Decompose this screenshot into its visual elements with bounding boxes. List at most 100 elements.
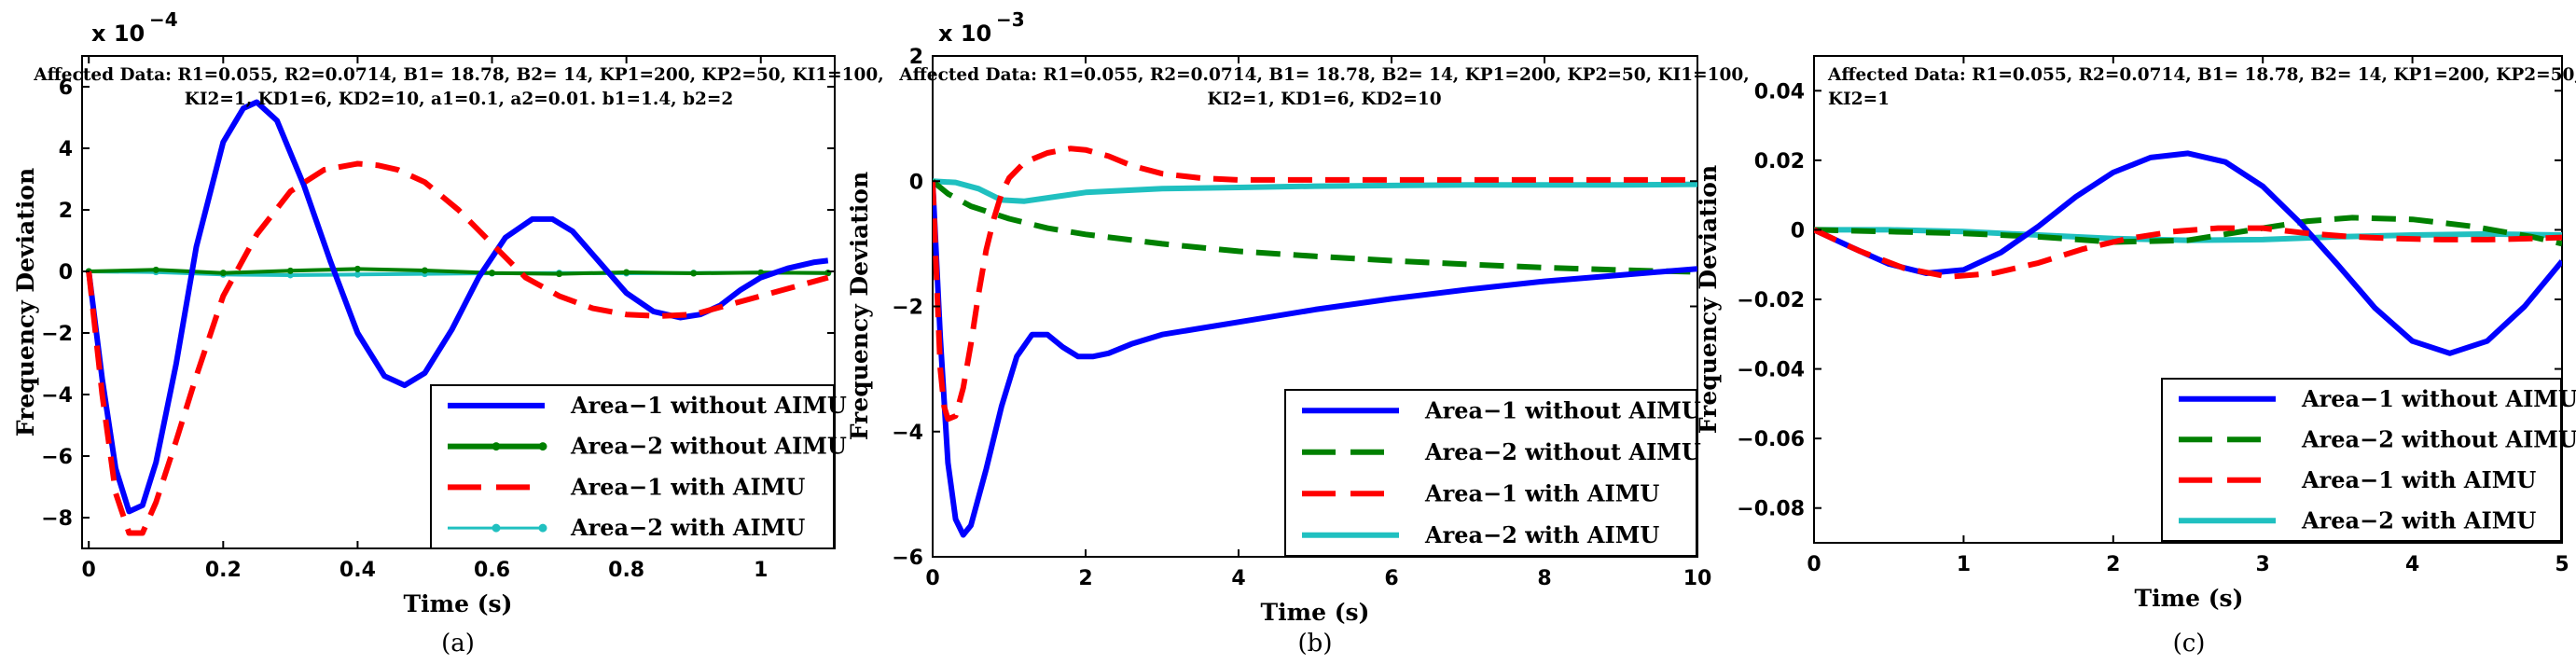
- y-tick-label: −0.06: [1737, 428, 1805, 451]
- x-tick-label: 6: [1384, 567, 1398, 590]
- caption-a: (a): [441, 630, 475, 658]
- x-tick-label: 5: [2555, 553, 2569, 576]
- chart-panel-b: 0 2 4 6 8 10 −6 −4 −2 0 2 x 10 −3 Affected Data: R…: [846, 8, 1750, 658]
- series-marker-2: [421, 267, 428, 274]
- legend-box-b: [1284, 389, 1697, 557]
- y-scale-exponent-b: −3: [996, 8, 1025, 31]
- x-tick-label: 3: [2256, 553, 2270, 576]
- legend-box-a: [430, 384, 835, 549]
- legend-label-4: Area−2 with AIMU: [2301, 506, 2536, 533]
- series-line-4: [933, 178, 1697, 204]
- y-tick-label: 2: [909, 46, 923, 69]
- x-tick-label: 0.8: [608, 559, 644, 582]
- legend-label-3: Area−1 with AIMU: [1424, 479, 1659, 506]
- legend-label-4: Area−2 with AIMU: [570, 514, 805, 541]
- legend-marker-end-2: [538, 442, 547, 451]
- annotation-line-1-b: Affected Data: R1=0.055, R2=0.0714, B1= …: [898, 65, 1749, 85]
- legend-a: Area−1 without AIMU Area−2 without AIMU Ar…: [430, 384, 847, 549]
- y-tick-label: 0.02: [1754, 150, 1805, 173]
- y-tick-label: 0: [59, 261, 73, 284]
- series-line-2: [933, 178, 1697, 275]
- series-marker-2: [623, 269, 630, 276]
- x-tick-label: 0: [82, 559, 96, 582]
- x-axis-label-b: Time (s): [1261, 599, 1370, 626]
- series-line-3: [86, 160, 829, 536]
- y-axis-label-b: Frequency Deviation: [846, 172, 873, 440]
- annotation-line-2-b: KI2=1, KD1=6, KD2=10: [1207, 90, 1441, 109]
- series-line-2: [89, 267, 828, 276]
- series-marker-2: [152, 266, 159, 273]
- y-tick-label: 0: [909, 171, 923, 194]
- x-tick-label: 0.6: [474, 559, 510, 582]
- y-tick-label: −4: [892, 422, 923, 445]
- y-tick-label: −4: [41, 384, 73, 408]
- legend-c: Area−1 without AIMU Area−2 without AIMU Ar…: [2161, 378, 2576, 542]
- series-line-1: [933, 181, 1697, 538]
- series-marker-2: [690, 270, 698, 277]
- y-tick-label: −8: [41, 507, 73, 531]
- x-tick-label: 1: [1957, 553, 1971, 576]
- legend-marker-4: [492, 523, 501, 533]
- y-tick-label: −6: [41, 446, 73, 469]
- legend-label-4: Area−2 with AIMU: [1424, 521, 1659, 548]
- annotation-line-1-a: Affected Data: R1=0.055, R2=0.0714, B1= …: [33, 65, 883, 85]
- legend-label-1: Area−1 without AIMU: [2301, 385, 2576, 412]
- y-tick-label: −0.04: [1737, 359, 1805, 382]
- y-tick-label: −6: [892, 547, 923, 570]
- legend-label-1: Area−1 without AIMU: [570, 392, 847, 419]
- y-scale-label-b: x 10: [938, 21, 991, 47]
- y-tick-label: 4: [59, 138, 73, 161]
- series-line-3: [1814, 225, 2562, 280]
- caption-c: (c): [2173, 630, 2206, 658]
- y-scale-label-a: x 10: [91, 21, 145, 47]
- y-axis-label-a: Frequency Deviation: [12, 168, 39, 436]
- y-scale-exponent-a: −4: [149, 8, 178, 31]
- legend-label-3: Area−1 with AIMU: [2301, 466, 2536, 493]
- caption-b: (b): [1298, 630, 1333, 658]
- series-marker-2: [556, 270, 563, 278]
- y-tick-label: 0.04: [1754, 80, 1805, 104]
- legend-label-2: Area−2 without AIMU: [2301, 425, 2576, 452]
- legend-marker-2: [492, 442, 501, 451]
- chart-panel-c: 0 1 2 3 4 5 −0.08 −0.06 −0.04 −0.02 0 0.02 0.04 Affe…: [1695, 55, 2576, 658]
- x-tick-label: 0.4: [339, 559, 376, 582]
- legend-label-2: Area−2 without AIMU: [570, 433, 847, 460]
- x-tick-label: 0: [1807, 553, 1821, 576]
- x-tick-label: 2: [1078, 567, 1092, 590]
- x-tick-label: 0: [925, 567, 939, 590]
- legend-label-3: Area−1 with AIMU: [570, 473, 805, 500]
- series-line-3: [933, 145, 1697, 423]
- legend-label-2: Area−2 without AIMU: [1424, 438, 1701, 465]
- series-marker-2: [353, 265, 361, 272]
- y-tick-label: 2: [59, 200, 73, 223]
- legend-label-1: Area−1 without AIMU: [1424, 396, 1701, 423]
- y-tick-label: −2: [41, 323, 73, 346]
- y-tick-label: 0: [1791, 219, 1805, 242]
- y-tick-label: −0.08: [1737, 498, 1805, 521]
- chart-panel-a: 0 0.2 0.4 0.6 0.8 1 −8 −6 −4 −2 0 2 4 6 x 10 −4 Affec…: [12, 8, 884, 658]
- annotation-line-1-c: Affected Data: R1=0.055, R2=0.0714, B1= …: [1827, 65, 2576, 85]
- series-marker-2: [219, 270, 227, 277]
- x-tick-label: 8: [1537, 567, 1551, 590]
- x-tick-label: 4: [2405, 553, 2419, 576]
- legend-b: Area−1 without AIMU Area−2 without AIMU Ar…: [1284, 389, 1701, 557]
- annotation-line-2-a: KI2=1, KD1=6, KD2=10, a1=0.1, a2=0.01. b…: [185, 90, 734, 109]
- x-tick-label: 10: [1683, 567, 1712, 590]
- annotation-line-2-c: KI2=1: [1828, 90, 1890, 109]
- series-marker-2: [489, 270, 496, 277]
- y-tick-label: −0.02: [1737, 289, 1805, 312]
- x-axis-label-a: Time (s): [404, 590, 513, 617]
- x-axis-label-c: Time (s): [2135, 585, 2244, 612]
- x-tick-label: 4: [1231, 567, 1245, 590]
- series-marker-2: [286, 267, 294, 274]
- x-tick-label: 0.2: [205, 559, 242, 582]
- x-tick-label: 2: [2106, 553, 2120, 576]
- legend-marker-end-4: [538, 523, 547, 533]
- y-tick-label: 6: [59, 76, 73, 100]
- y-tick-label: −2: [892, 297, 923, 320]
- series-marker-4: [353, 270, 361, 278]
- y-axis-label-c: Frequency Deviation: [1695, 165, 1722, 434]
- x-tick-label: 1: [754, 559, 768, 582]
- legend-box-c: [2161, 378, 2562, 542]
